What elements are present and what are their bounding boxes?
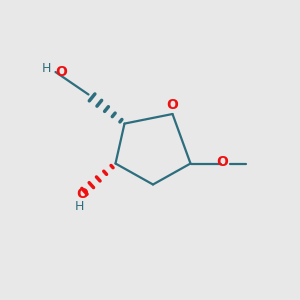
Text: H: H [42,62,51,75]
Text: O: O [167,98,178,112]
Text: O: O [76,187,88,201]
Text: O: O [216,155,228,169]
Text: H: H [75,200,84,213]
Text: O: O [55,65,67,79]
